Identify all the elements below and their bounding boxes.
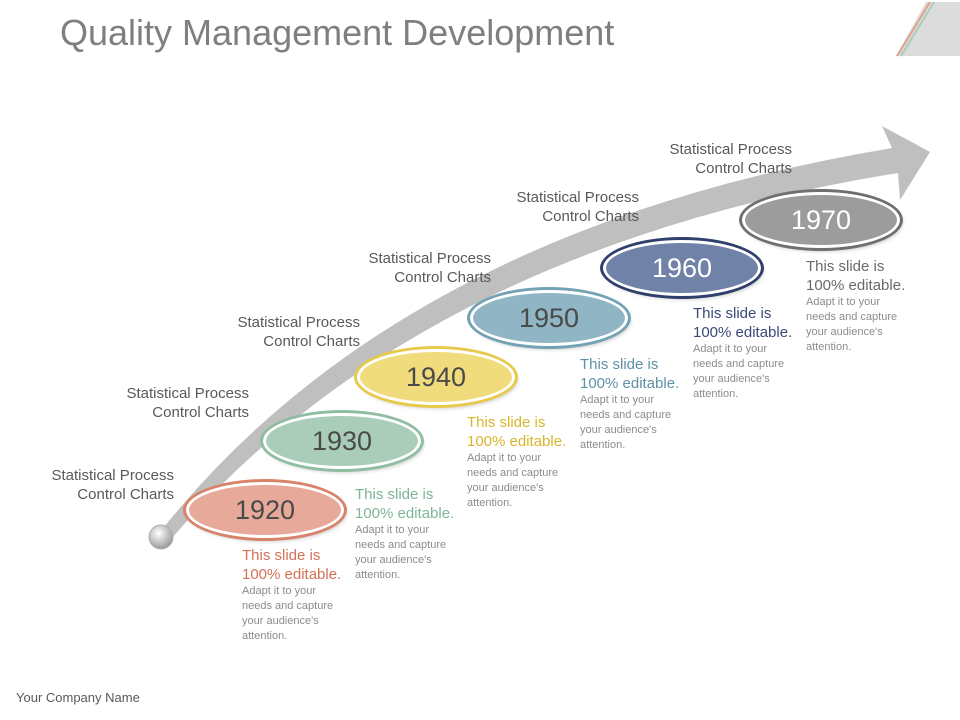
milestone-oval-1920: 1920	[186, 482, 344, 538]
milestone-description: This slide is 100% editable. Adapt it to…	[467, 414, 567, 509]
page-title: Quality Management Development	[60, 12, 615, 53]
milestone-oval-1940: 1940	[357, 349, 515, 405]
milestone-year: 1960	[651, 252, 713, 283]
timeline-arrow	[160, 126, 930, 538]
footer-company-name: Your Company Name	[16, 690, 140, 705]
milestone-year: 1950	[518, 302, 580, 333]
milestone-caption: Statistical Process Control Charts	[51, 467, 174, 503]
corner-decoration	[896, 1, 960, 57]
milestone-description: This slide is 100% editable. Adapt it to…	[693, 305, 793, 400]
milestone-caption: Statistical Process Control Charts	[516, 189, 639, 225]
milestone-oval-1960: 1960	[603, 240, 761, 296]
milestone-year: 1940	[405, 361, 467, 392]
milestone-description: This slide is 100% editable. Adapt it to…	[806, 258, 906, 353]
milestone-oval-1950: 1950	[470, 290, 628, 346]
milestone-year: 1930	[311, 425, 373, 456]
milestone-caption: Statistical Process Control Charts	[368, 250, 491, 286]
milestone-caption: Statistical Process Control Charts	[237, 314, 360, 350]
milestone-description: This slide is 100% editable. Adapt it to…	[355, 486, 455, 581]
milestone-year: 1920	[234, 494, 296, 525]
milestone-description: This slide is 100% editable. Adapt it to…	[242, 547, 342, 642]
milestone-year: 1970	[790, 204, 852, 235]
milestone-oval-1970: 1970	[742, 192, 900, 248]
milestone-description: This slide is 100% editable. Adapt it to…	[580, 356, 680, 451]
milestone-oval-1930: 1930	[263, 413, 421, 469]
milestone-caption: Statistical Process Control Charts	[126, 385, 249, 421]
milestone-caption: Statistical Process Control Charts	[669, 141, 792, 177]
timeline-start-ball	[148, 524, 174, 550]
